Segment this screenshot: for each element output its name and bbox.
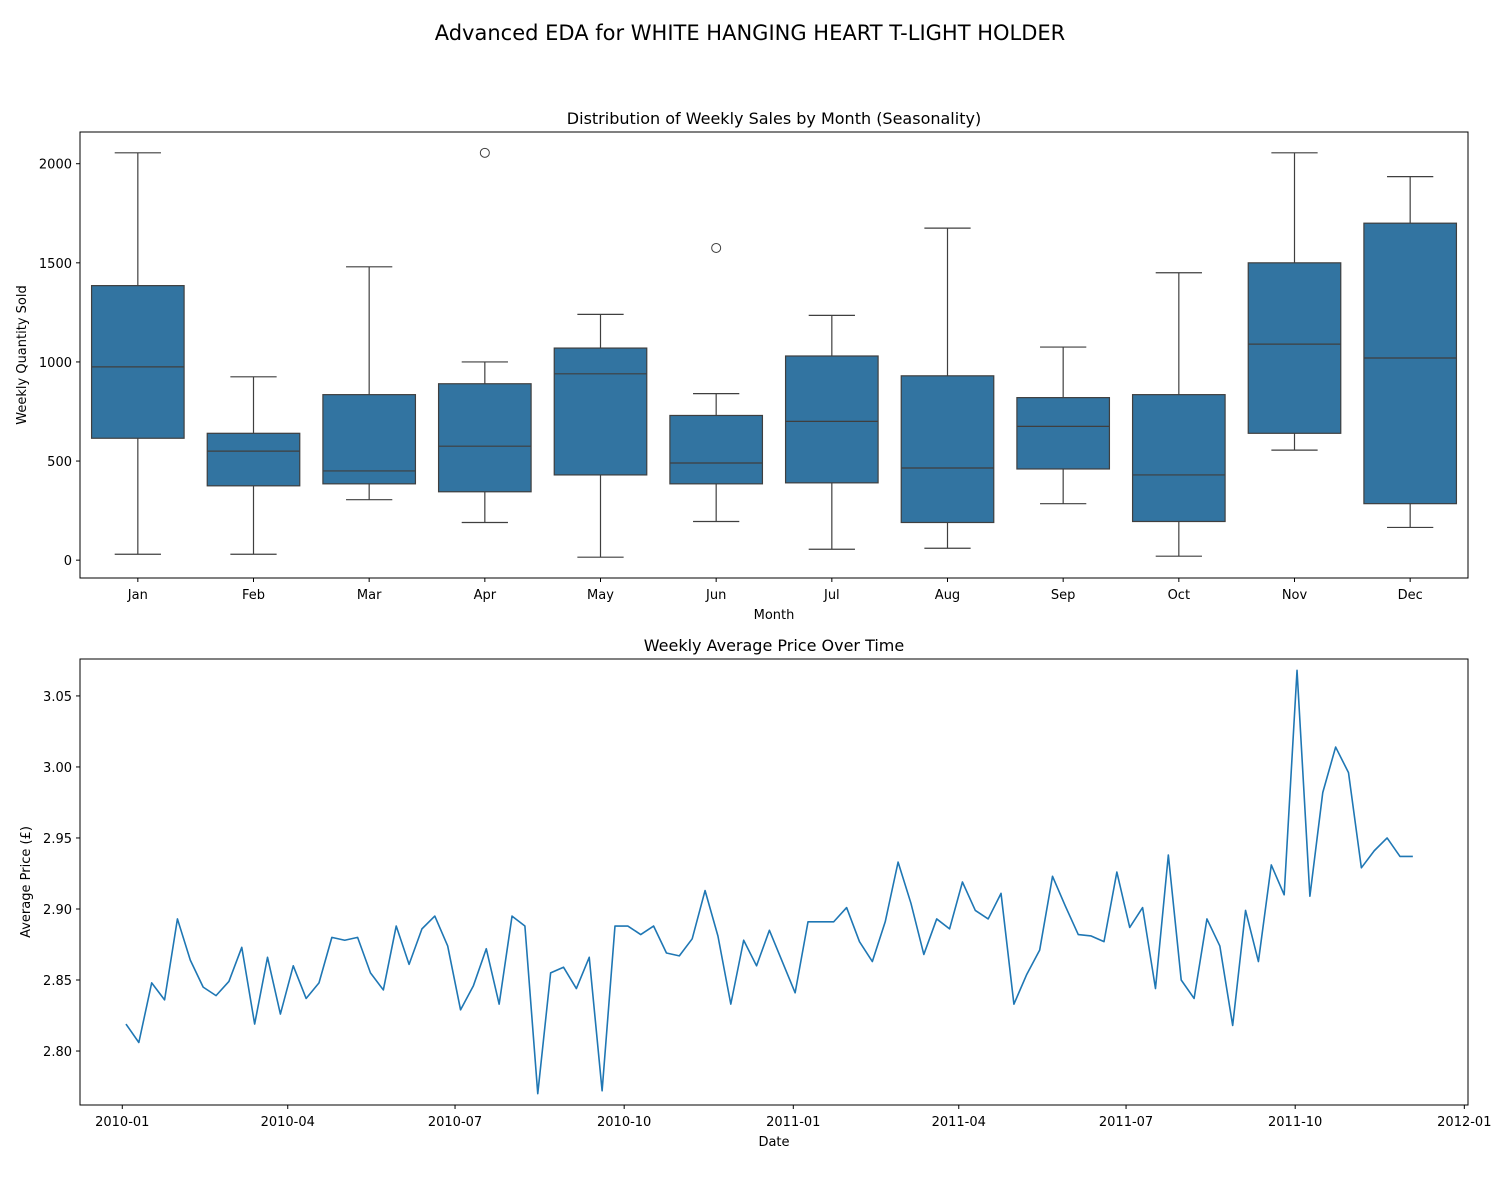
x-tick-label: Apr xyxy=(474,588,497,603)
x-tick-label: 2010-07 xyxy=(428,1115,482,1130)
x-tick-label: Feb xyxy=(242,588,265,603)
iqr-box xyxy=(900,375,995,524)
box-mar xyxy=(322,266,417,501)
x-tick-label: Sep xyxy=(1051,588,1076,603)
iqr-box xyxy=(1016,397,1111,470)
boxplot-xlabel: Month xyxy=(754,608,795,623)
x-tick-label: Jul xyxy=(823,588,840,603)
iqr-box xyxy=(206,432,301,487)
y-tick-label: 2.80 xyxy=(43,1045,72,1060)
x-tick-label: Dec xyxy=(1398,588,1423,603)
y-tick-label: 0 xyxy=(64,554,72,569)
iqr-box xyxy=(322,394,417,485)
line-chart-ylabel: Average Price (£) xyxy=(19,826,34,938)
boxplot-y-ticks: 0 500 1000 1500 2000 xyxy=(39,158,80,569)
x-tick-label: 2010-10 xyxy=(597,1115,651,1130)
iqr-box xyxy=(553,347,648,476)
iqr-box xyxy=(1131,394,1226,523)
line-chart-x-ticks: 2010-01 2010-04 2010-07 2010-10 2011-01 2011-… xyxy=(95,1105,1491,1130)
y-tick-label: 2.85 xyxy=(43,974,72,989)
box-dec xyxy=(1363,176,1458,529)
x-tick-label: 2011-04 xyxy=(932,1115,986,1130)
y-tick-label: 2.90 xyxy=(43,903,72,918)
box-oct xyxy=(1131,272,1226,557)
outlier-point xyxy=(479,147,490,158)
y-tick-label: 2.95 xyxy=(43,832,72,847)
y-tick-label: 1500 xyxy=(39,257,72,272)
y-tick-label: 2000 xyxy=(39,158,72,173)
y-tick-label: 3.00 xyxy=(43,761,72,776)
x-tick-label: Nov xyxy=(1282,588,1308,603)
line-chart-title: Weekly Average Price Over Time xyxy=(644,636,904,655)
box-apr xyxy=(437,147,532,524)
boxplot-x-ticks: Jan Feb Mar Apr May Jun Jul Aug Sep Oct Nov Dec xyxy=(127,578,1423,603)
box-jan xyxy=(90,152,185,555)
x-tick-label: 2011-10 xyxy=(1268,1115,1322,1130)
iqr-box xyxy=(669,414,764,485)
x-tick-label: May xyxy=(587,588,614,603)
box-aug xyxy=(900,227,995,549)
box-jun xyxy=(669,242,764,523)
box-may xyxy=(553,313,648,558)
y-tick-label: 500 xyxy=(47,455,72,470)
iqr-box xyxy=(90,285,185,439)
boxplot-title: Distribution of Weekly Sales by Month (S… xyxy=(567,109,981,128)
line-chart-axes-frame xyxy=(79,658,1469,1106)
boxplot-plot-area xyxy=(90,147,1458,558)
iqr-box xyxy=(1363,222,1458,505)
x-tick-label: 2010-01 xyxy=(95,1115,149,1130)
price-series-line xyxy=(125,669,1413,1095)
x-tick-label: 2012-01 xyxy=(1437,1115,1491,1130)
x-tick-label: 2010-04 xyxy=(261,1115,315,1130)
y-tick-label: 1000 xyxy=(39,356,72,371)
box-feb xyxy=(206,376,301,555)
iqr-box xyxy=(437,383,532,493)
x-tick-label: Aug xyxy=(935,588,960,603)
boxplot-ylabel: Weekly Quantity Sold xyxy=(15,285,30,424)
line-chart-xlabel: Date xyxy=(758,1135,789,1150)
seasonality-boxplot: Distribution of Weekly Sales by Month (S… xyxy=(15,109,1469,623)
iqr-box xyxy=(1247,262,1342,434)
x-tick-label: Oct xyxy=(1168,588,1190,603)
y-tick-label: 3.05 xyxy=(43,690,72,705)
x-tick-label: Jan xyxy=(127,588,148,603)
box-nov xyxy=(1247,152,1342,451)
price-line-chart: Weekly Average Price Over Time 2010-01 20… xyxy=(19,636,1491,1150)
x-tick-label: 2011-01 xyxy=(766,1115,820,1130)
line-chart-plot-area xyxy=(125,669,1413,1095)
line-chart-y-ticks: 2.80 2.85 2.90 2.95 3.00 3.05 xyxy=(43,690,80,1060)
outlier-point xyxy=(711,242,722,253)
x-tick-label: Mar xyxy=(357,588,382,603)
box-sep xyxy=(1016,346,1111,505)
x-tick-label: Jun xyxy=(705,588,726,603)
box-jul xyxy=(784,314,879,550)
x-tick-label: 2011-07 xyxy=(1099,1115,1153,1130)
iqr-box xyxy=(784,355,879,484)
boxplot-axes-frame xyxy=(79,131,1469,579)
figure-suptitle: Advanced EDA for WHITE HANGING HEART T-L… xyxy=(435,21,1066,45)
